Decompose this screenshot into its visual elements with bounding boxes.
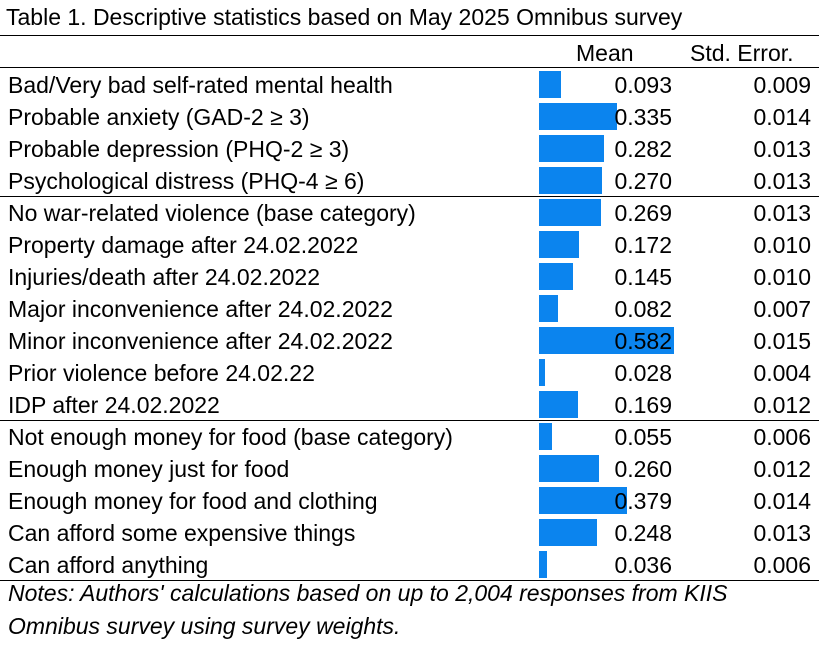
table-notes: Notes: Authors' calculations based on up… bbox=[8, 580, 728, 639]
mean-value: 0.582 bbox=[614, 328, 672, 354]
std-error-value: 0.012 bbox=[753, 392, 811, 418]
mean-value: 0.282 bbox=[614, 136, 672, 162]
mean-bar bbox=[539, 423, 552, 450]
std-error-value: 0.013 bbox=[753, 520, 811, 546]
header-rule bbox=[0, 67, 819, 68]
mean-column-header: Mean bbox=[576, 40, 634, 66]
std-error-value: 0.014 bbox=[753, 488, 811, 514]
std-error-value: 0.006 bbox=[753, 552, 811, 578]
table-row: Probable depression (PHQ-2 ≥ 3) 0.282 0.01… bbox=[0, 132, 819, 164]
mean-bar bbox=[539, 327, 674, 354]
std-error-column-header: Std. Error. bbox=[690, 40, 794, 66]
std-error-value: 0.006 bbox=[753, 424, 811, 450]
mean-bar bbox=[539, 71, 561, 98]
table-row: Can afford anything 0.036 0.006 bbox=[0, 548, 819, 580]
std-error-value: 0.010 bbox=[753, 264, 811, 290]
table-row: Enough money for food and clothing 0.379 0… bbox=[0, 484, 819, 516]
row-label: Not enough money for food (base category… bbox=[8, 424, 453, 450]
mean-bar bbox=[539, 519, 597, 546]
group-rule bbox=[0, 196, 819, 197]
table-row: Can afford some expensive things 0.248 0.0… bbox=[0, 516, 819, 548]
mean-value: 0.082 bbox=[614, 296, 672, 322]
mean-bar bbox=[539, 487, 627, 514]
row-label: Can afford some expensive things bbox=[8, 520, 356, 546]
mean-value: 0.379 bbox=[614, 488, 672, 514]
std-error-value: 0.009 bbox=[753, 72, 811, 98]
row-label: No war-related violence (base category) bbox=[8, 200, 416, 226]
table-row: Major inconvenience after 24.02.2022 0.08… bbox=[0, 292, 819, 324]
table-row: IDP after 24.02.2022 0.169 0.012 bbox=[0, 388, 819, 420]
group-rule bbox=[0, 580, 819, 581]
mean-bar bbox=[539, 391, 578, 418]
std-error-value: 0.015 bbox=[753, 328, 811, 354]
mean-value: 0.145 bbox=[614, 264, 672, 290]
mean-bar bbox=[539, 263, 573, 290]
row-label: Enough money just for food bbox=[8, 456, 290, 482]
table-row: Enough money just for food 0.260 0.012 bbox=[0, 452, 819, 484]
table-row: Psychological distress (PHQ-4 ≥ 6) 0.270 0… bbox=[0, 164, 819, 196]
table-row: Property damage after 24.02.2022 0.172 0.0… bbox=[0, 228, 819, 260]
mean-value: 0.335 bbox=[614, 104, 672, 130]
table-row: Bad/Very bad self-rated mental health 0.0… bbox=[0, 68, 819, 100]
mean-value: 0.036 bbox=[614, 552, 672, 578]
row-label: Prior violence before 24.02.22 bbox=[8, 360, 315, 386]
mean-value: 0.055 bbox=[614, 424, 672, 450]
mean-value: 0.260 bbox=[614, 456, 672, 482]
table-row: Prior violence before 24.02.22 0.028 0.004 bbox=[0, 356, 819, 388]
table-row: Not enough money for food (base category… bbox=[0, 420, 819, 452]
row-label: IDP after 24.02.2022 bbox=[8, 392, 220, 418]
std-error-value: 0.012 bbox=[753, 456, 811, 482]
table-row: Injuries/death after 24.02.2022 0.145 0.01… bbox=[0, 260, 819, 292]
row-label: Property damage after 24.02.2022 bbox=[8, 232, 359, 258]
std-error-value: 0.013 bbox=[753, 200, 811, 226]
mean-value: 0.269 bbox=[614, 200, 672, 226]
table-title: Table 1. Descriptive statistics based on… bbox=[6, 4, 683, 30]
mean-value: 0.270 bbox=[614, 168, 672, 194]
std-error-value: 0.010 bbox=[753, 232, 811, 258]
row-label: Probable anxiety (GAD-2 ≥ 3) bbox=[8, 104, 310, 130]
group-rule bbox=[0, 420, 819, 421]
row-label: Probable depression (PHQ-2 ≥ 3) bbox=[8, 136, 350, 162]
row-label: Psychological distress (PHQ-4 ≥ 6) bbox=[8, 168, 365, 194]
table-row: No war-related violence (base category) 0… bbox=[0, 196, 819, 228]
std-error-value: 0.013 bbox=[753, 136, 811, 162]
row-label: Injuries/death after 24.02.2022 bbox=[8, 264, 321, 290]
row-label: Minor inconvenience after 24.02.2022 bbox=[8, 328, 393, 354]
table-row: Probable anxiety (GAD-2 ≥ 3) 0.335 0.014 bbox=[0, 100, 819, 132]
mean-value: 0.028 bbox=[614, 360, 672, 386]
std-error-value: 0.014 bbox=[753, 104, 811, 130]
row-label: Enough money for food and clothing bbox=[8, 488, 378, 514]
std-error-value: 0.004 bbox=[753, 360, 811, 386]
mean-bar bbox=[539, 199, 601, 226]
mean-bar bbox=[539, 167, 602, 194]
mean-bar bbox=[539, 359, 545, 386]
top-rule bbox=[0, 35, 819, 36]
mean-value: 0.169 bbox=[614, 392, 672, 418]
mean-bar bbox=[539, 551, 547, 578]
std-error-value: 0.013 bbox=[753, 168, 811, 194]
mean-bar bbox=[539, 103, 617, 130]
mean-bar bbox=[539, 231, 579, 258]
mean-bar bbox=[539, 295, 558, 322]
mean-value: 0.093 bbox=[614, 72, 672, 98]
std-error-value: 0.007 bbox=[753, 296, 811, 322]
row-label: Major inconvenience after 24.02.2022 bbox=[8, 296, 393, 322]
row-label: Bad/Very bad self-rated mental health bbox=[8, 72, 393, 98]
mean-value: 0.248 bbox=[614, 520, 672, 546]
mean-bar bbox=[539, 455, 599, 482]
mean-value: 0.172 bbox=[614, 232, 672, 258]
row-label: Can afford anything bbox=[8, 552, 209, 578]
mean-bar bbox=[539, 135, 604, 162]
table-row: Minor inconvenience after 24.02.2022 0.58… bbox=[0, 324, 819, 356]
